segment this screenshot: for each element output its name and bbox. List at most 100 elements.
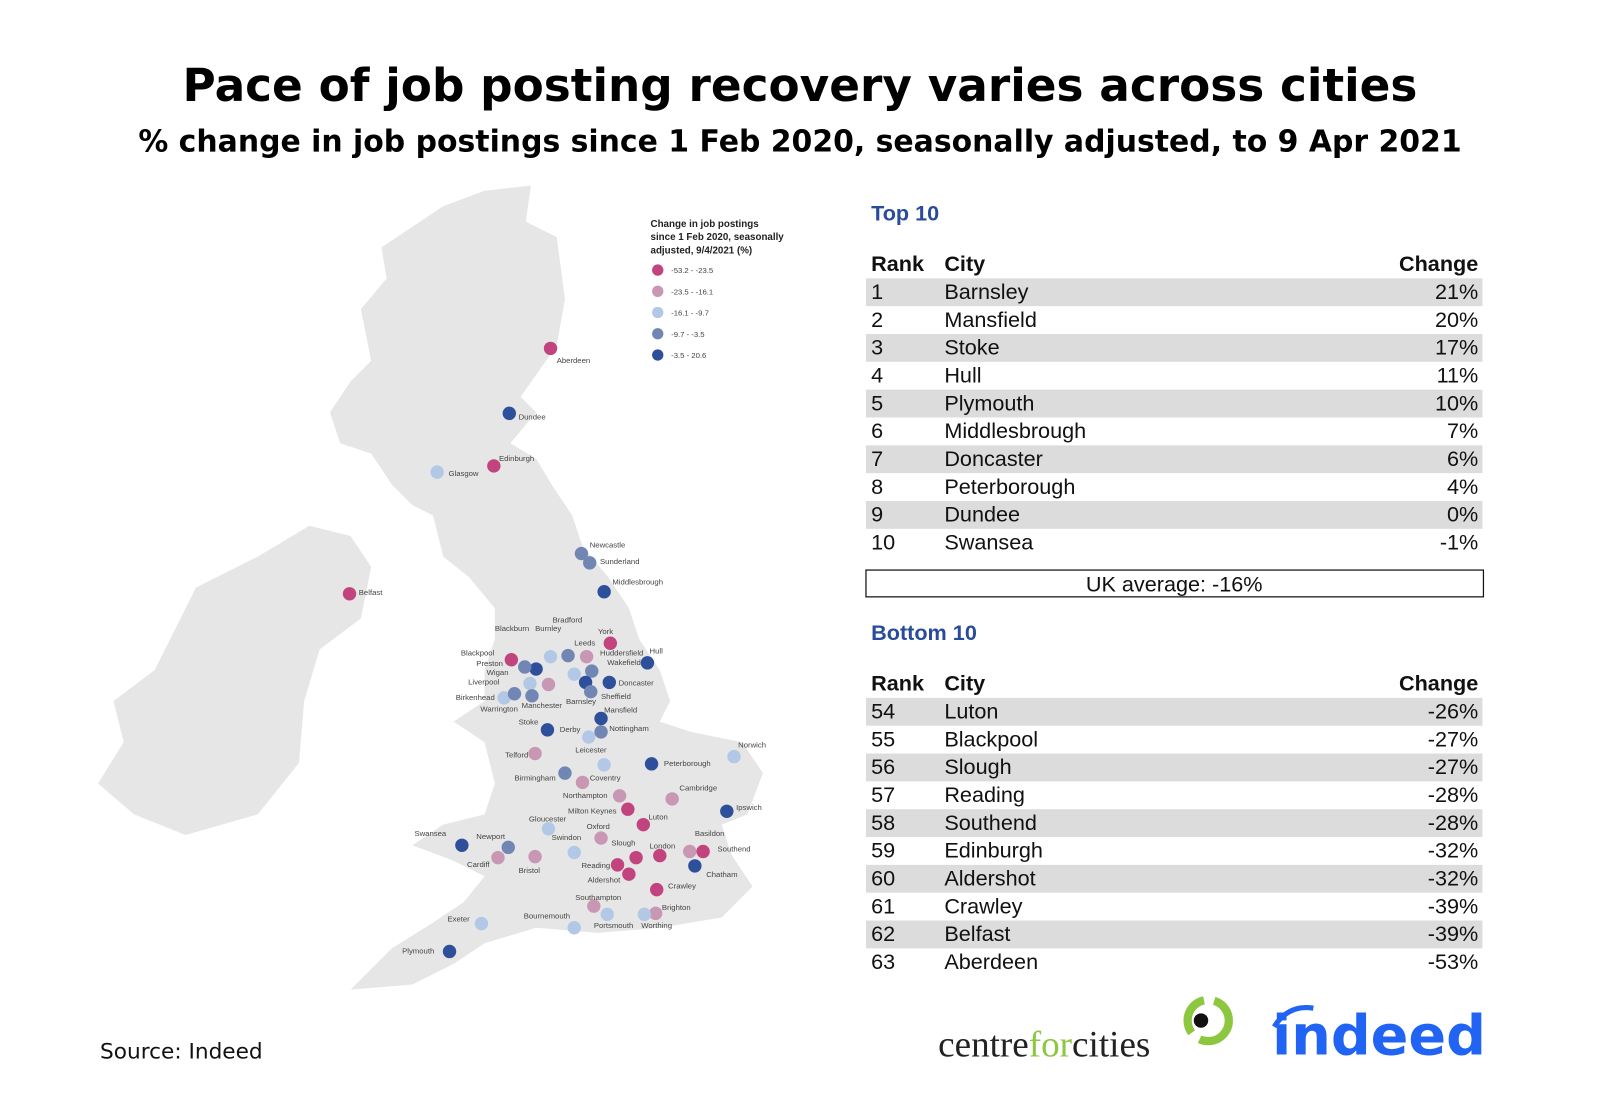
city-dot	[597, 758, 611, 772]
table-cell: Southend	[944, 810, 1037, 835]
city-dot	[579, 649, 594, 664]
table-header: Change	[1399, 671, 1478, 696]
logo-part: centre	[938, 1025, 1029, 1066]
city-label: Chatham	[706, 870, 737, 879]
city-dot	[640, 656, 655, 670]
table-title: Top 10	[871, 201, 939, 226]
table-header: City	[944, 251, 985, 276]
table-header: Rank	[871, 671, 925, 696]
table-cell: Crawley	[944, 893, 1022, 918]
legend-swatch	[652, 306, 664, 319]
legend-swatch	[652, 264, 664, 276]
table-cell: -32%	[1428, 838, 1478, 863]
city-label: Bournemouth	[524, 911, 570, 920]
city-dot	[541, 822, 556, 836]
table-cell: 17%	[1435, 335, 1478, 360]
row-band	[865, 389, 1483, 418]
city-dot	[541, 677, 556, 692]
legend-label: -3.5 - 20.6	[671, 351, 706, 360]
city-label: Newcastle	[590, 540, 626, 549]
city-label: Swindon	[552, 833, 582, 842]
city-label: Wigan	[487, 668, 509, 677]
table-cell: Swansea	[944, 529, 1034, 554]
table-cell: 7%	[1447, 418, 1478, 443]
table-cell: Edinburgh	[944, 838, 1043, 863]
city-label: Worthing	[641, 921, 672, 930]
table-cell: Hull	[944, 362, 981, 387]
city-label: Mansfield	[604, 705, 637, 714]
table-cell: 1	[871, 279, 883, 304]
table-cell: 2	[871, 307, 883, 332]
city-label: Crawley	[668, 882, 696, 891]
table-cell: 21%	[1435, 279, 1478, 304]
city-label: Oxford	[587, 822, 610, 831]
table-cell: 59	[871, 838, 895, 863]
city-label: Birkenhead	[456, 693, 495, 702]
legend-swatch	[652, 328, 664, 340]
city-dot	[342, 587, 357, 601]
city-dot	[474, 916, 489, 931]
city-label: Hull	[649, 647, 663, 656]
table-cell: 4	[871, 362, 883, 387]
legend-title: adjusted, 9/4/2021 (%)	[651, 246, 753, 257]
city-dot	[525, 689, 539, 703]
city-dot	[585, 664, 599, 678]
city-label: Liverpool	[468, 677, 500, 686]
table-title: Bottom 10	[871, 620, 977, 645]
city-label: London	[649, 841, 675, 850]
city-label: Cambridge	[679, 784, 717, 793]
city-dot	[497, 691, 511, 705]
city-label: Sunderland	[600, 557, 639, 566]
table-header: City	[944, 671, 985, 696]
city-dot	[629, 850, 643, 865]
row-band	[865, 333, 1483, 362]
city-dot	[636, 817, 651, 832]
city-label: Blackburn	[495, 624, 529, 633]
table-cell: Stoke	[944, 335, 999, 360]
table-cell: -27%	[1428, 726, 1478, 751]
city-label: Dundee	[519, 413, 546, 422]
indeed-logo: indeed	[1272, 1004, 1486, 1069]
city-dot	[528, 746, 542, 761]
centre-for-cities-logo: centreforcities	[938, 1025, 1150, 1066]
city-dot	[430, 465, 444, 479]
row-band	[865, 278, 1483, 307]
city-label: Derby	[560, 725, 581, 734]
table-cell: -1%	[1440, 529, 1478, 554]
city-label: Aldershot	[588, 875, 621, 884]
city-dot	[665, 792, 679, 806]
table-cell: Mansfield	[944, 307, 1037, 332]
city-dot	[540, 723, 555, 737]
city-dot	[612, 789, 627, 803]
row-band	[865, 920, 1483, 949]
city-label: Basildon	[695, 829, 725, 838]
great-britain	[329, 185, 763, 990]
city-dot	[594, 725, 608, 739]
table-cell: 63	[871, 949, 895, 974]
table-cell: 0%	[1447, 502, 1478, 527]
table-cell: Peterborough	[944, 474, 1075, 499]
table-cell: -27%	[1428, 754, 1478, 779]
table-cell: 5	[871, 390, 883, 415]
city-label: Reading	[581, 861, 610, 870]
city-dot	[567, 921, 581, 935]
table-cell: Barnsley	[944, 279, 1028, 304]
city-label: Bradford	[553, 616, 583, 625]
city-label: Ipswich	[736, 803, 762, 812]
city-label: Stoke	[519, 718, 539, 727]
city-dot	[491, 850, 505, 865]
legend-title: Change in job postings	[651, 219, 760, 230]
city-dot	[567, 667, 581, 681]
table-cell: 6%	[1447, 446, 1478, 471]
average-box	[865, 569, 1485, 598]
city-label: Leeds	[574, 638, 595, 647]
city-dot	[584, 684, 598, 699]
table-cell: Slough	[944, 754, 1011, 779]
city-label: Cardiff	[467, 860, 490, 869]
city-dot	[622, 867, 636, 881]
city-dot	[610, 858, 625, 872]
city-label: Exeter	[447, 915, 470, 924]
table-cell: 4%	[1447, 474, 1478, 499]
table-cell: 10%	[1435, 390, 1478, 415]
